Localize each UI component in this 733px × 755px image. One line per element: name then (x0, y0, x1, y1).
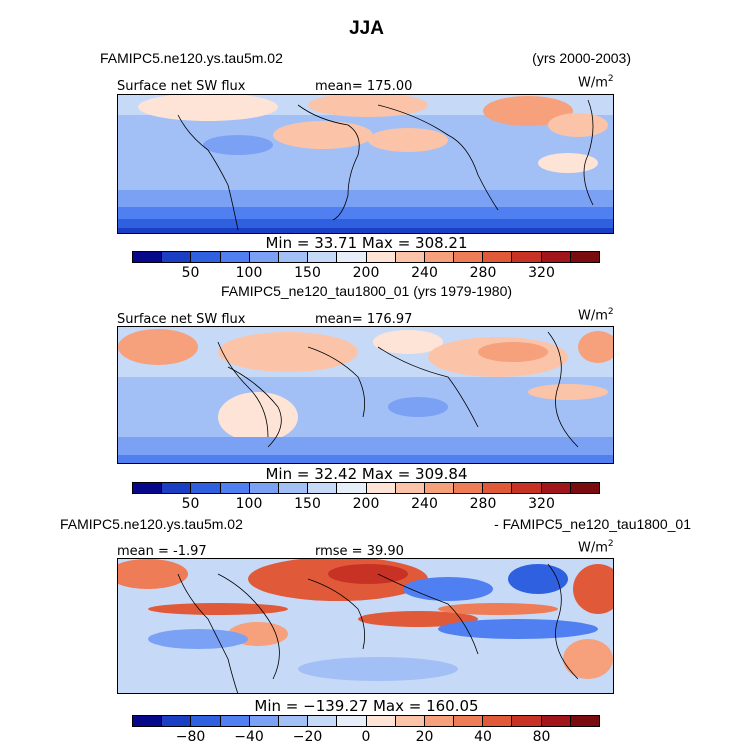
colorbar-bin (570, 252, 599, 262)
panel1-min-max: Min = 33.71 Max = 308.21 (265, 234, 468, 252)
panel1-variable: Surface net SW flux (117, 79, 246, 94)
panel2-units: W/m2 (578, 307, 614, 324)
panel3-units: W/m2 (578, 539, 614, 556)
panel1-map (117, 94, 614, 234)
colorbar-bin (454, 716, 484, 726)
colorbar-bin (541, 483, 571, 493)
colorbar-bin (424, 716, 455, 726)
colorbar-bin (191, 716, 221, 726)
colorbar-tick-label: 240 (411, 496, 438, 512)
colorbar-tick-label: 80 (532, 729, 551, 745)
colorbar-bin (570, 483, 599, 493)
colorbar-tick-label: 50 (181, 496, 200, 512)
panel1-field (118, 95, 613, 233)
panel2-mean: mean= 176.97 (315, 312, 413, 327)
colorbar-bin (133, 716, 163, 726)
colorbar-bin (541, 716, 571, 726)
colorbar-bin (366, 716, 396, 726)
colorbar-bin (191, 483, 221, 493)
colorbar-bin (162, 716, 192, 726)
panel2-min-max: Min = 32.42 Max = 309.84 (265, 465, 468, 483)
panel2-colorbar (132, 482, 600, 494)
colorbar-bin (541, 252, 571, 262)
colorbar-bin (483, 716, 513, 726)
colorbar-tick-label: −20 (292, 729, 323, 745)
colorbar-tick-label: 100 (235, 265, 263, 281)
panel3-field (118, 559, 613, 693)
colorbar-bin (366, 252, 396, 262)
colorbar-bin (395, 252, 425, 262)
colorbar-bin (278, 252, 309, 262)
colorbar-bin (278, 483, 309, 493)
colorbar-bin (278, 716, 309, 726)
colorbar-tick-label: 100 (235, 496, 263, 512)
colorbar-bin (395, 716, 425, 726)
colorbar-bin (220, 483, 250, 493)
colorbar-tick-label: −40 (234, 729, 264, 745)
colorbar-tick-label: 320 (528, 496, 555, 512)
colorbar-bin (133, 483, 163, 493)
colorbar-tick-label: 240 (411, 265, 438, 281)
colorbar-bin (454, 483, 484, 493)
colorbar-tick-label: 20 (415, 729, 434, 745)
colorbar-tick-label: −80 (175, 729, 206, 745)
colorbar-bin (308, 252, 338, 262)
colorbar-bin (162, 483, 192, 493)
colorbar-bin (162, 252, 192, 262)
colorbar-bin (483, 483, 513, 493)
colorbar-bin (191, 252, 221, 262)
colorbar-bin (366, 483, 396, 493)
colorbar-bin (454, 252, 484, 262)
panel3-colorbar (132, 715, 600, 727)
colorbar-tick-label: 40 (474, 729, 492, 745)
panel2-case-name: FAMIPC5_ne120_tau1800_01 (yrs 1979-1980) (220, 283, 513, 299)
colorbar-tick-label: 320 (528, 265, 555, 281)
colorbar-bin (483, 252, 513, 262)
colorbar-bin (308, 716, 338, 726)
colorbar-tick-label: 0 (361, 729, 371, 745)
colorbar-tick-label: 50 (181, 265, 200, 281)
colorbar-bin (249, 716, 279, 726)
panel3-case-left: FAMIPC5.ne120.ys.tau5m.02 (60, 516, 243, 532)
panel1-colorbar (132, 251, 600, 263)
colorbar-bin (424, 483, 455, 493)
colorbar-bin (337, 716, 367, 726)
colorbar-bin (249, 252, 279, 262)
panel3-rmse: rmse = 39.90 (315, 544, 404, 559)
colorbar-bin (570, 716, 599, 726)
colorbar-bin (249, 483, 279, 493)
panel3-case-right: - FAMIPC5_ne120_tau1800_01 (494, 516, 691, 532)
colorbar-bin (308, 483, 338, 493)
colorbar-bin (337, 483, 367, 493)
panel1-mean: mean= 175.00 (315, 79, 413, 94)
panel2-field (118, 327, 613, 463)
panel1-units: W/m2 (578, 74, 614, 91)
colorbar-tick-label: 150 (294, 265, 321, 281)
panel1-case-name: FAMIPC5.ne120.ys.tau5m.02 (100, 50, 283, 66)
panel3-map (117, 558, 614, 694)
panel2-map (117, 326, 614, 464)
colorbar-tick-label: 280 (469, 265, 497, 281)
colorbar-bin (512, 716, 542, 726)
colorbar-tick-label: 280 (469, 496, 497, 512)
panel1-years: (yrs 2000-2003) (532, 50, 631, 66)
colorbar-tick-label: 200 (352, 265, 380, 281)
colorbar-bin (395, 483, 425, 493)
colorbar-bin (220, 252, 250, 262)
panel3-min-max: Min = −139.27 Max = 160.05 (254, 697, 479, 715)
colorbar-bin (337, 252, 367, 262)
colorbar-bin (512, 483, 542, 493)
colorbar-tick-label: 200 (352, 496, 380, 512)
page-title: JJA (349, 18, 384, 39)
panel2-variable: Surface net SW flux (117, 312, 246, 327)
colorbar-tick-label: 150 (294, 496, 321, 512)
colorbar-bin (133, 252, 163, 262)
colorbar-bin (512, 252, 542, 262)
panel3-mean: mean = -1.97 (117, 544, 207, 559)
colorbar-bin (424, 252, 455, 262)
colorbar-bin (220, 716, 250, 726)
